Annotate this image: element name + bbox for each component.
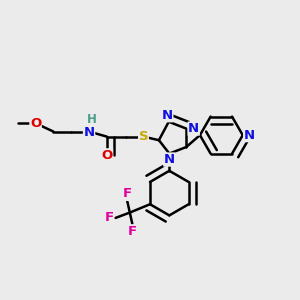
Text: F: F (128, 225, 137, 238)
Text: N: N (188, 122, 199, 135)
Text: N: N (164, 153, 175, 166)
Text: N: N (244, 129, 255, 142)
Text: F: F (104, 212, 114, 224)
Text: N: N (162, 109, 173, 122)
Text: O: O (30, 117, 41, 130)
Text: S: S (139, 130, 148, 143)
Text: H: H (86, 113, 96, 126)
Text: N: N (83, 126, 94, 139)
Text: O: O (101, 149, 112, 162)
Text: F: F (122, 187, 131, 200)
